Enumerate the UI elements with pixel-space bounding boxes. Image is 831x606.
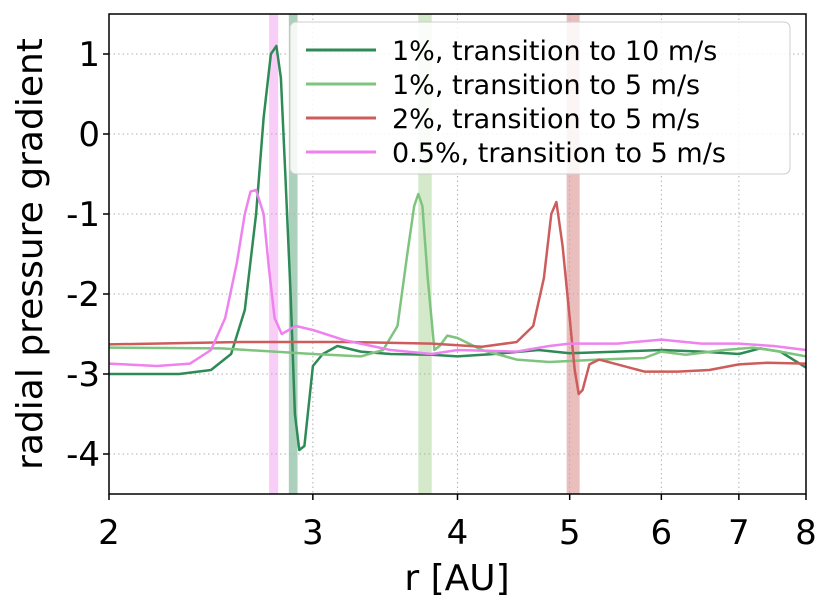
legend-label-2: 2%, transition to 5 m/s (392, 104, 700, 135)
y-axis-label: radial pressure gradient (10, 38, 51, 470)
band-0 (269, 14, 279, 494)
x-tick-label: 3 (302, 513, 324, 553)
x-axis-label: r [AU] (404, 558, 509, 599)
y-tick-label: -1 (66, 195, 100, 235)
y-tick-label: -3 (66, 355, 100, 395)
series-line-1 (108, 192, 807, 364)
x-tick-label: 7 (728, 513, 750, 553)
y-tick-label: 0 (78, 115, 100, 155)
x-tick-label: 2 (98, 513, 120, 553)
x-tick-label: 4 (447, 513, 469, 553)
series-lines (108, 44, 807, 452)
legend-label-1: 1%, transition to 5 m/s (392, 70, 700, 101)
y-tick-label: -2 (66, 275, 100, 315)
y-tick-label: -4 (66, 435, 100, 475)
x-tick-label: 5 (559, 513, 581, 553)
legend: 1%, transition to 10 m/s1%, transition t… (289, 21, 791, 175)
legend-label-0: 1%, transition to 10 m/s (392, 36, 717, 67)
legend-box (289, 21, 791, 175)
axis-ticks: 2 3 4 5 6 7 8 1 0 -1 -2 -3 -4 (66, 35, 817, 553)
series-line-3 (108, 188, 807, 368)
x-tick-label: 8 (795, 513, 817, 553)
band-1 (288, 14, 298, 494)
y-tick-label: 1 (78, 35, 100, 75)
legend-label-3: 0.5%, transition to 5 m/s (392, 138, 726, 169)
x-tick-label: 6 (651, 513, 673, 553)
